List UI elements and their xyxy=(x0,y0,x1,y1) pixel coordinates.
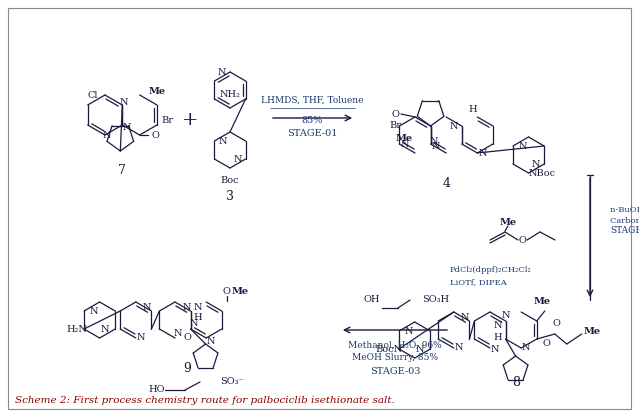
Text: N: N xyxy=(454,344,463,352)
Text: H: H xyxy=(194,312,203,322)
Text: NBoc: NBoc xyxy=(529,168,556,178)
Text: N: N xyxy=(233,155,242,163)
Text: N: N xyxy=(431,141,440,151)
Text: n-BuOH, 95°C, 78%: n-BuOH, 95°C, 78% xyxy=(610,206,639,214)
Text: N: N xyxy=(491,346,499,354)
Text: N: N xyxy=(478,148,487,158)
Text: N: N xyxy=(519,141,527,151)
Text: N: N xyxy=(103,131,111,140)
Text: N: N xyxy=(400,140,409,148)
Text: Carbon treatment, 79%: Carbon treatment, 79% xyxy=(610,216,639,224)
Text: STAGE-03: STAGE-03 xyxy=(370,367,420,375)
Text: H: H xyxy=(468,105,477,113)
Text: N: N xyxy=(449,121,458,131)
Text: O: O xyxy=(518,236,526,244)
Text: N: N xyxy=(101,324,109,334)
Text: Cl: Cl xyxy=(88,90,98,100)
Text: O: O xyxy=(151,131,160,140)
Text: 7: 7 xyxy=(118,163,127,176)
Text: N: N xyxy=(532,159,541,168)
Text: SO₃H: SO₃H xyxy=(422,296,449,304)
Text: 4: 4 xyxy=(442,176,450,189)
Text: N: N xyxy=(120,98,128,106)
Text: STAGE-02: STAGE-02 xyxy=(610,226,639,234)
Text: Me: Me xyxy=(148,86,166,95)
Text: Methanol, H₂O, 96%: Methanol, H₂O, 96% xyxy=(348,341,442,349)
Text: N: N xyxy=(174,329,182,339)
Text: LHMDS, THF, Toluene: LHMDS, THF, Toluene xyxy=(261,95,363,105)
Text: H: H xyxy=(493,332,502,342)
Text: Br: Br xyxy=(161,116,173,125)
Text: LiOTf, DIPEA: LiOTf, DIPEA xyxy=(450,278,507,286)
Text: N: N xyxy=(142,302,151,311)
Text: Me: Me xyxy=(533,296,550,306)
Text: Br: Br xyxy=(389,121,401,130)
Text: OH: OH xyxy=(364,296,380,304)
Text: Me: Me xyxy=(583,327,600,336)
Text: O: O xyxy=(391,110,399,118)
Text: NH₂: NH₂ xyxy=(220,90,240,98)
Text: 9: 9 xyxy=(183,362,191,374)
Text: O: O xyxy=(183,334,191,342)
Text: O: O xyxy=(543,339,551,349)
Text: N: N xyxy=(522,344,530,352)
Text: N: N xyxy=(123,123,132,131)
Text: N: N xyxy=(137,334,145,342)
Text: N: N xyxy=(405,327,413,336)
Text: N: N xyxy=(90,306,98,316)
Text: H₂N: H₂N xyxy=(66,324,88,334)
Text: Me: Me xyxy=(396,133,413,143)
Text: BocN: BocN xyxy=(375,344,402,354)
Text: N: N xyxy=(502,311,510,321)
Text: PdCl₂(dppf)₂CH₂Cl₂: PdCl₂(dppf)₂CH₂Cl₂ xyxy=(450,266,532,274)
Text: SO₃⁻: SO₃⁻ xyxy=(220,377,243,387)
Text: Me: Me xyxy=(500,218,516,226)
Text: Me: Me xyxy=(231,286,249,296)
Text: Scheme 2: First process chemistry route for palbociclib isethionate salt.: Scheme 2: First process chemistry route … xyxy=(15,396,395,405)
Text: N: N xyxy=(429,136,438,146)
Text: N: N xyxy=(194,302,203,311)
Text: STAGE-01: STAGE-01 xyxy=(287,128,337,138)
Text: N: N xyxy=(416,344,424,354)
Text: +: + xyxy=(181,111,198,129)
Text: MeOH Slurry, 85%: MeOH Slurry, 85% xyxy=(352,354,438,362)
Text: N: N xyxy=(207,337,215,346)
Text: N: N xyxy=(460,312,468,322)
Text: 85%: 85% xyxy=(302,116,323,125)
Text: N: N xyxy=(493,322,502,331)
Text: N: N xyxy=(189,319,198,329)
Text: N: N xyxy=(218,136,227,146)
Text: Boc: Boc xyxy=(220,176,240,184)
Text: N: N xyxy=(218,68,226,76)
Text: O: O xyxy=(553,319,560,329)
Text: 3: 3 xyxy=(226,189,234,203)
Text: O: O xyxy=(223,286,231,296)
Text: 8: 8 xyxy=(512,375,520,389)
Text: N: N xyxy=(182,302,191,311)
Text: HO: HO xyxy=(148,385,165,394)
